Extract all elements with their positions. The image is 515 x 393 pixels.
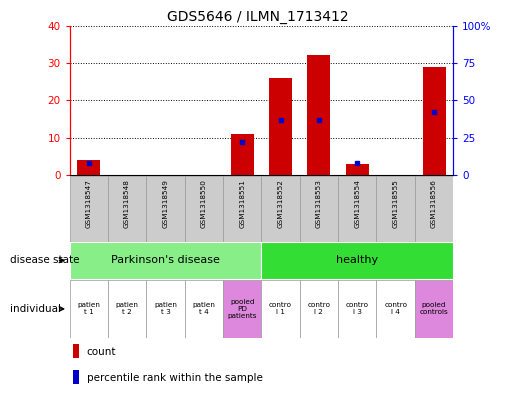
Bar <box>346 163 369 175</box>
Text: individual: individual <box>10 304 61 314</box>
Text: GSM1318556: GSM1318556 <box>431 179 437 228</box>
Text: GSM1318549: GSM1318549 <box>162 179 168 228</box>
Bar <box>231 134 254 175</box>
Bar <box>184 176 223 242</box>
Bar <box>223 176 261 242</box>
Text: GSM1318550: GSM1318550 <box>201 179 207 228</box>
Text: patien
t 3: patien t 3 <box>154 302 177 316</box>
Bar <box>300 280 338 338</box>
Text: count: count <box>87 347 116 357</box>
Bar <box>223 280 261 338</box>
Text: pooled
controls: pooled controls <box>420 302 449 316</box>
Bar <box>300 176 338 242</box>
Text: pooled
PD
patients: pooled PD patients <box>228 299 257 319</box>
Bar <box>338 280 376 338</box>
Bar <box>415 176 453 242</box>
Bar <box>146 280 184 338</box>
Bar <box>184 280 223 338</box>
Text: GSM1318547: GSM1318547 <box>85 179 92 228</box>
Text: GSM1318548: GSM1318548 <box>124 179 130 228</box>
Text: GSM1318552: GSM1318552 <box>278 179 284 228</box>
Text: contro
l 1: contro l 1 <box>269 302 292 316</box>
Bar <box>146 176 184 242</box>
Bar <box>376 176 415 242</box>
Text: GSM1318553: GSM1318553 <box>316 179 322 228</box>
Bar <box>77 160 100 175</box>
Bar <box>108 176 146 242</box>
Text: Parkinson's disease: Parkinson's disease <box>111 255 220 265</box>
Bar <box>261 242 453 279</box>
Bar <box>269 78 292 175</box>
Bar <box>415 280 453 338</box>
Bar <box>307 55 331 175</box>
Bar <box>70 176 108 242</box>
Text: percentile rank within the sample: percentile rank within the sample <box>87 373 263 383</box>
Text: disease state: disease state <box>10 255 80 265</box>
Text: patien
t 1: patien t 1 <box>77 302 100 316</box>
Text: contro
l 3: contro l 3 <box>346 302 369 316</box>
Text: contro
l 2: contro l 2 <box>307 302 331 316</box>
Bar <box>70 242 261 279</box>
Text: GSM1318554: GSM1318554 <box>354 179 360 228</box>
Bar <box>108 280 146 338</box>
Bar <box>73 344 79 358</box>
Text: healthy: healthy <box>336 255 379 265</box>
Bar <box>261 176 300 242</box>
Bar <box>422 66 445 175</box>
Text: patien
t 4: patien t 4 <box>193 302 215 316</box>
Bar <box>338 176 376 242</box>
Text: contro
l 4: contro l 4 <box>384 302 407 316</box>
Bar <box>376 280 415 338</box>
Bar <box>73 370 79 384</box>
Text: GSM1318551: GSM1318551 <box>239 179 245 228</box>
Text: patien
t 2: patien t 2 <box>116 302 139 316</box>
Bar <box>70 280 108 338</box>
Text: GDS5646 / ILMN_1713412: GDS5646 / ILMN_1713412 <box>167 10 348 24</box>
Text: GSM1318555: GSM1318555 <box>392 179 399 228</box>
Bar <box>261 280 300 338</box>
